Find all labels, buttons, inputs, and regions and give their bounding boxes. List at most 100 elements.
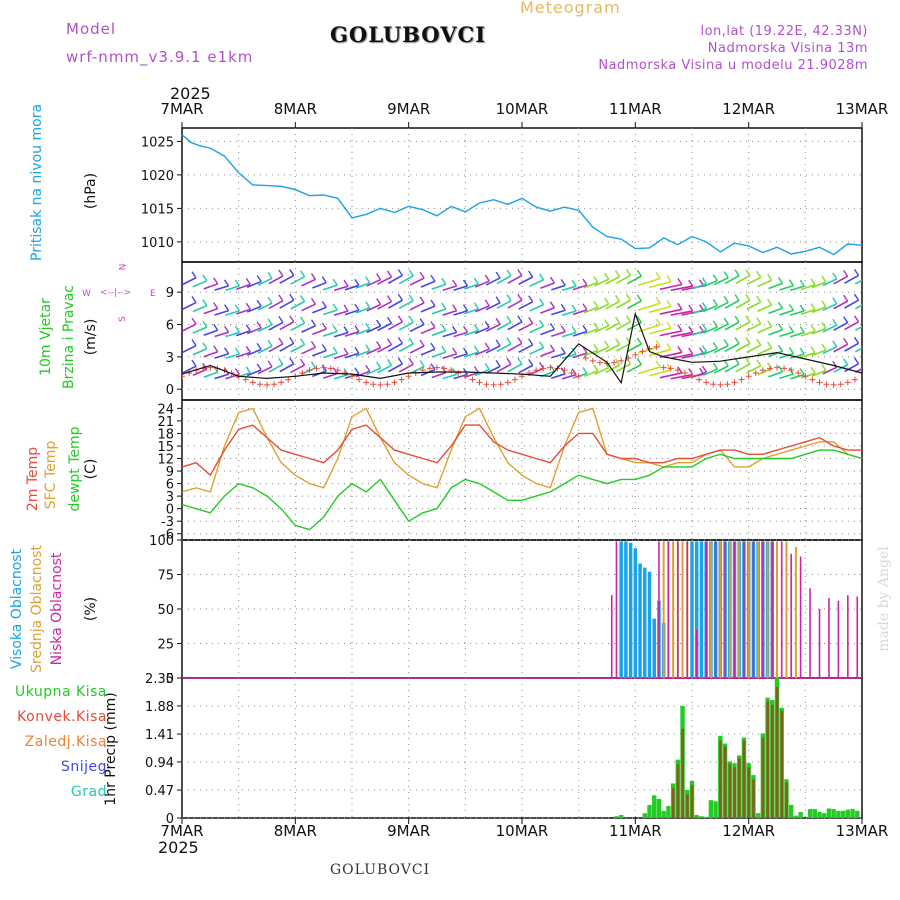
wind-barb	[616, 321, 631, 331]
ytick-label: 1010	[141, 236, 174, 251]
wind-barb	[713, 344, 729, 354]
ytick-label: -3	[161, 515, 174, 530]
wind-barb	[203, 329, 218, 336]
compass-e: E	[150, 289, 156, 299]
ytick-label: 9	[166, 465, 174, 480]
footer-station: GOLUBOVCI	[330, 862, 431, 878]
wind-marker	[384, 381, 391, 388]
cloud-bar-2	[610, 595, 613, 678]
wind-barb	[855, 347, 862, 353]
precip-conv-bar	[676, 764, 680, 818]
wind-barb	[855, 325, 862, 331]
wind-barb	[409, 277, 425, 286]
wind-marker	[533, 367, 540, 374]
wind-barb-flag	[213, 277, 219, 285]
wind-barb-flag	[528, 316, 534, 324]
top-time-label: 11MAR	[609, 100, 662, 118]
wind-barb	[322, 352, 338, 359]
wind-barb-flag	[419, 296, 425, 304]
wind-barb	[659, 330, 683, 337]
precip-total-bar	[793, 815, 799, 818]
model-name: wrf-nmm_v3.9.1 e1km	[66, 48, 254, 66]
ytick-label: 0	[166, 503, 174, 518]
wind-barb	[648, 348, 672, 357]
cloud-bar-1	[785, 541, 788, 678]
wind-barb	[724, 342, 740, 353]
wind-barb	[670, 310, 693, 316]
wind-barb-flag	[636, 358, 642, 365]
wind-barb	[616, 299, 631, 309]
cloud-bar-2	[799, 556, 802, 678]
wind-barb	[203, 307, 218, 315]
wind-barb-flag	[701, 365, 708, 373]
wind-barb-flag	[419, 318, 425, 325]
cloud-bar-0	[690, 541, 694, 678]
wind-barb-flag	[462, 367, 469, 375]
wind-barb	[257, 345, 273, 354]
wind-barb-flag	[821, 275, 827, 283]
wind-barb-flag	[821, 364, 827, 371]
precip-conv-bar	[775, 686, 779, 818]
wind-barb-flag	[745, 269, 751, 276]
wind-barb	[768, 350, 783, 358]
wind-barb	[203, 351, 218, 358]
wind-barb-flag	[571, 368, 577, 375]
wind-barb	[703, 279, 718, 288]
wind-barb-flag	[528, 338, 534, 346]
wind-barb-flag	[191, 271, 197, 279]
ytick-label: 3	[166, 490, 174, 505]
cloud-bar-2	[695, 629, 698, 678]
wind-barb-flag	[821, 343, 827, 351]
bottom-time-label: 10MAR	[496, 822, 549, 840]
cloud-bar-1	[794, 546, 797, 678]
model-label: Model	[66, 20, 117, 38]
wind-barb-flag	[799, 304, 805, 312]
cloud-bar-2	[667, 541, 670, 678]
wind-barb-flag	[506, 357, 512, 365]
wind-marker	[674, 367, 681, 374]
wind-barb-flag	[593, 300, 599, 308]
ytick-label: 15	[157, 440, 174, 455]
bottom-year-label: 2025	[158, 838, 199, 857]
wind-marker	[511, 376, 518, 383]
wind-barb	[844, 274, 859, 284]
wind-barb	[420, 280, 436, 288]
wind-barb-flag	[441, 277, 447, 285]
wind-barb	[670, 285, 693, 292]
wind-barb	[518, 301, 534, 310]
wind-barb-flag	[452, 279, 458, 287]
ytick-label: 0.47	[145, 784, 174, 799]
wind-barb-flag	[245, 345, 251, 353]
cloud-bar-2	[714, 541, 717, 678]
wind-barb	[583, 306, 599, 314]
wind-barb	[692, 350, 707, 358]
wind-barb-flag	[365, 322, 371, 330]
wind-barb-flag	[506, 315, 512, 323]
wind-barb	[594, 346, 610, 355]
wind-barb-flag	[688, 347, 694, 355]
wind-barb	[420, 348, 436, 356]
wind-barb	[485, 302, 501, 311]
wind-barb-flag	[832, 340, 838, 348]
wind-barb-flag	[625, 269, 632, 276]
wind-barb	[290, 364, 305, 374]
precip-total-bar	[798, 812, 803, 818]
wind-barb	[409, 302, 425, 311]
wind-barb-flag	[655, 340, 661, 347]
wind-barb-flag	[777, 276, 784, 284]
precip-total-bar	[713, 801, 718, 818]
wind-barb	[518, 276, 534, 285]
cloud-bar-0	[638, 563, 642, 678]
wind-barb-flag	[408, 269, 414, 277]
precip-total-bar	[850, 809, 855, 818]
wind-barb	[398, 300, 414, 310]
wind-barb-flag	[788, 347, 794, 354]
wind-marker	[476, 379, 483, 386]
wind-marker	[738, 376, 745, 383]
wind-barb	[746, 364, 762, 374]
precip-conv-bar	[728, 764, 732, 818]
wind-barb	[301, 346, 316, 355]
wind-barb-flag	[615, 270, 621, 277]
wind-barb-flag	[245, 278, 251, 285]
wind-barb	[779, 352, 794, 359]
